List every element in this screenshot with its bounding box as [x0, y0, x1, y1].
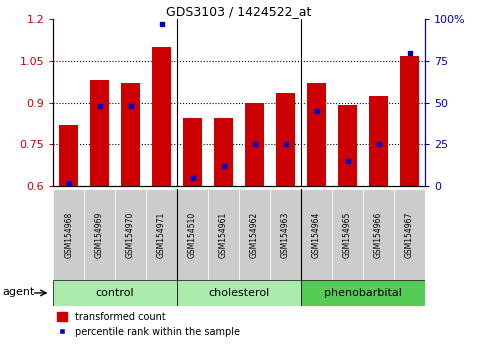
Bar — [239, 189, 270, 280]
Bar — [369, 96, 388, 186]
Bar — [184, 118, 202, 186]
Bar — [270, 189, 301, 280]
Legend: transformed count, percentile rank within the sample: transformed count, percentile rank withi… — [53, 308, 243, 341]
Text: GSM154961: GSM154961 — [219, 211, 228, 258]
Text: GSM154970: GSM154970 — [126, 211, 135, 258]
Text: GSM154968: GSM154968 — [64, 211, 73, 258]
Text: GSM154963: GSM154963 — [281, 211, 290, 258]
Text: GSM154964: GSM154964 — [312, 211, 321, 258]
Bar — [363, 189, 394, 280]
Bar — [53, 189, 84, 280]
Text: GSM154969: GSM154969 — [95, 211, 104, 258]
Bar — [146, 189, 177, 280]
Bar — [152, 47, 171, 186]
Bar — [276, 93, 295, 186]
Text: GSM154971: GSM154971 — [157, 211, 166, 258]
Bar — [214, 118, 233, 186]
Bar — [400, 56, 419, 186]
Bar — [59, 125, 78, 186]
Text: control: control — [96, 288, 134, 298]
Bar — [177, 189, 208, 280]
Text: GSM154966: GSM154966 — [374, 211, 383, 258]
Bar — [338, 105, 357, 186]
Bar — [301, 189, 332, 280]
Bar — [301, 280, 425, 306]
Text: cholesterol: cholesterol — [209, 288, 270, 298]
Bar — [84, 189, 115, 280]
Bar — [394, 189, 425, 280]
Bar — [53, 280, 177, 306]
Text: GSM154965: GSM154965 — [343, 211, 352, 258]
Bar — [177, 280, 301, 306]
Bar — [90, 80, 109, 186]
Bar — [332, 189, 363, 280]
Bar — [245, 103, 264, 186]
Text: GSM154510: GSM154510 — [188, 211, 197, 258]
Title: GDS3103 / 1424522_at: GDS3103 / 1424522_at — [167, 5, 312, 18]
Bar — [307, 83, 326, 186]
Text: agent: agent — [3, 287, 35, 297]
Bar — [121, 83, 140, 186]
Text: GSM154967: GSM154967 — [405, 211, 414, 258]
Text: GSM154962: GSM154962 — [250, 211, 259, 258]
Text: phenobarbital: phenobarbital — [324, 288, 402, 298]
Bar — [208, 189, 239, 280]
Bar — [115, 189, 146, 280]
